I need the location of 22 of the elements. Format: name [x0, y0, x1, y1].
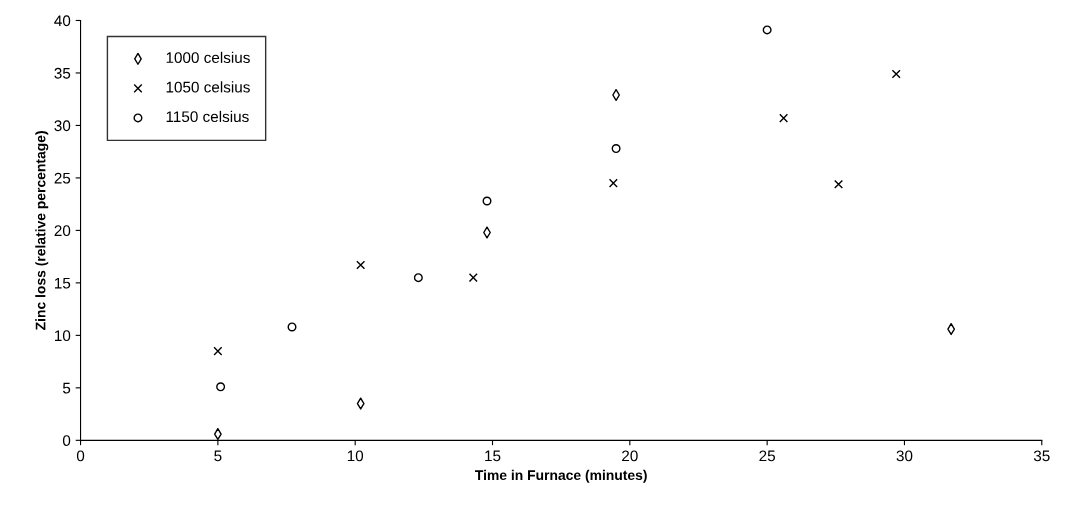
x-axis-title: Time in Furnace (minutes) — [475, 469, 647, 483]
x-tick-label: 0 — [76, 450, 85, 462]
y-axis-title: Zinc loss (relative percentage) — [35, 131, 49, 330]
y-tick-label: 30 — [54, 120, 71, 132]
y-tick-label: 40 — [54, 15, 71, 27]
y-tick-label: 25 — [54, 172, 71, 184]
y-tick-label: 15 — [55, 277, 71, 289]
y-tick-label: 0 — [62, 435, 71, 447]
x-tick-label: 25 — [759, 450, 775, 462]
legend-label: 1050 celsius — [166, 81, 250, 93]
legend-label: 1150 celsius — [166, 110, 249, 123]
x-tick-label: 10 — [347, 450, 364, 462]
x-tick-label: 35 — [1033, 450, 1050, 462]
y-tick-label: 5 — [62, 382, 71, 394]
x-tick-label: 15 — [485, 450, 501, 462]
x-tick-label: 20 — [622, 450, 638, 462]
y-tick-label: 20 — [54, 225, 71, 237]
x-tick-label: 5 — [214, 450, 222, 462]
y-tick-label: 10 — [55, 330, 71, 342]
y-tick-label: 35 — [54, 67, 71, 79]
x-tick-label: 30 — [896, 450, 913, 462]
legend-label: 1000 celsius — [166, 51, 250, 64]
